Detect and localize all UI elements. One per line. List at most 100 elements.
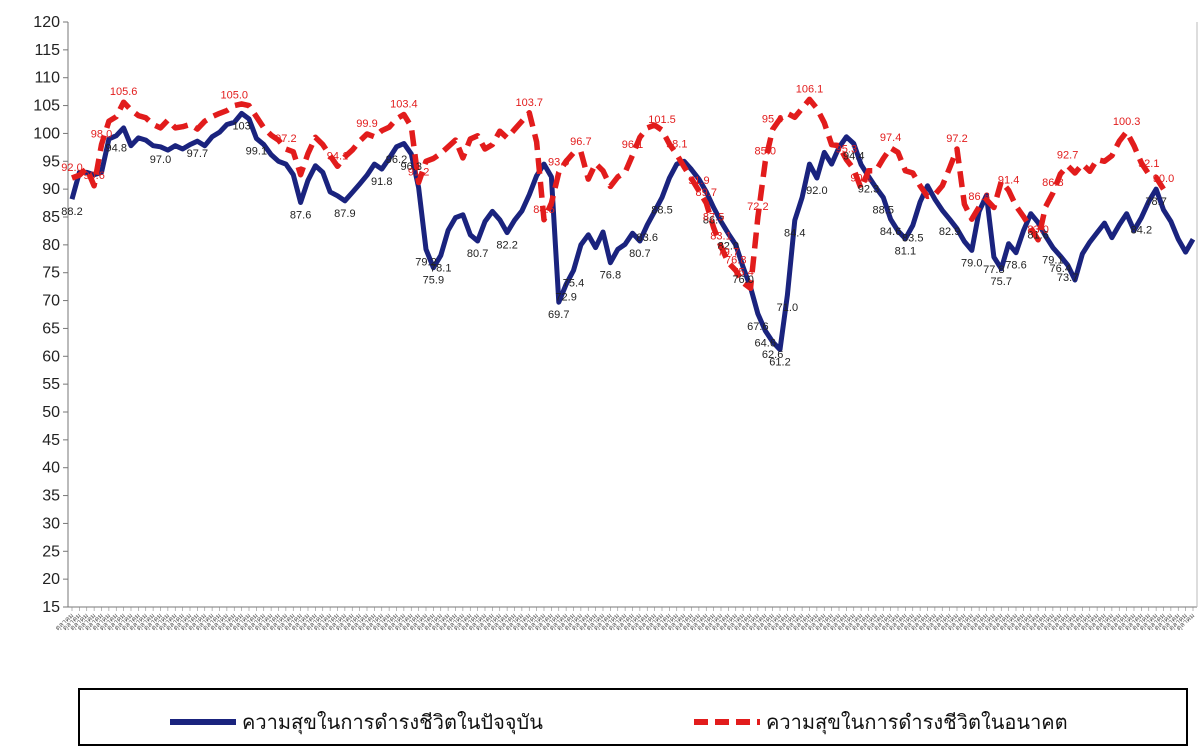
data-label: 95.0 — [762, 114, 783, 126]
data-label: 82.9 — [939, 226, 960, 238]
data-label: 106.1 — [796, 83, 824, 95]
data-label: 97.2 — [946, 133, 967, 145]
data-label: 83.0 — [1027, 224, 1048, 236]
y-tick-label: 75 — [42, 265, 60, 282]
data-label: 71.0 — [777, 302, 798, 314]
data-label: 89.7 — [696, 187, 717, 199]
data-label: 105.0 — [220, 90, 248, 102]
data-label: 87.6 — [290, 210, 311, 222]
data-label: 88.2 — [61, 206, 82, 218]
y-tick-label: 80 — [42, 237, 60, 254]
data-label: 87.5 — [703, 212, 724, 224]
data-label: 64.6 — [755, 338, 776, 350]
data-label: 97.0 — [150, 154, 171, 166]
data-label: 94.8 — [106, 143, 127, 155]
data-label: 94.1 — [327, 150, 348, 162]
data-label: 87.9 — [334, 208, 355, 220]
data-label: 94.4 — [843, 150, 864, 162]
data-label: 69.7 — [548, 309, 569, 321]
data-label: 93.0 — [548, 156, 569, 168]
data-label: 84.2 — [1131, 225, 1152, 237]
data-label: 81.6 — [1027, 230, 1048, 242]
y-tick-label: 50 — [42, 404, 60, 421]
data-label: 75.9 — [423, 275, 444, 287]
y-tick-label: 90 — [42, 181, 60, 198]
y-tick-label: 110 — [34, 70, 60, 87]
data-label: 86.8 — [1042, 177, 1063, 189]
y-tick-label: 115 — [34, 42, 60, 59]
data-label: 97.7 — [187, 148, 208, 160]
data-label: 99.9 — [356, 118, 377, 130]
y-tick-label: 100 — [33, 125, 60, 142]
data-label: 84.5 — [533, 204, 554, 216]
data-label: 84.4 — [784, 227, 805, 239]
data-label: 97.4 — [880, 132, 901, 144]
data-label: 90.1 — [850, 173, 871, 185]
data-label: 75.4 — [732, 267, 753, 279]
y-tick-label: 15 — [42, 599, 60, 616]
data-label: 103.4 — [390, 98, 418, 110]
data-label: 103 — [232, 120, 250, 132]
data-label: 98.0 — [91, 129, 112, 141]
data-label: 88.5 — [651, 205, 672, 217]
data-label: 91.8 — [371, 176, 392, 188]
data-label: 90.6 — [83, 170, 104, 182]
y-tick-label: 120 — [33, 14, 60, 31]
data-label: 96.3 — [401, 161, 422, 173]
data-label: 62.6 — [762, 349, 783, 361]
y-tick-label: 105 — [33, 98, 60, 115]
data-label: 75.4 — [563, 277, 584, 289]
data-label: 72.9 — [555, 291, 576, 303]
data-label: 101.5 — [648, 114, 676, 126]
y-tick-label: 85 — [42, 209, 60, 226]
data-label: 79.7 — [718, 247, 739, 259]
data-label: 78.1 — [430, 262, 451, 274]
y-tick-label: 45 — [42, 432, 60, 449]
data-label: 72.2 — [747, 201, 768, 213]
y-tick-label: 20 — [42, 571, 60, 588]
data-label: 83.5 — [902, 232, 923, 244]
data-label: 84.6 — [880, 226, 901, 238]
data-label: 75.7 — [991, 276, 1012, 288]
data-label: 82.0 — [718, 241, 739, 253]
data-label: 92.0 — [806, 185, 827, 197]
y-tick-label: 25 — [42, 543, 60, 560]
data-label: 80.7 — [467, 248, 488, 260]
data-label: 91.4 — [998, 174, 1019, 186]
data-label: 86.7 — [703, 215, 724, 227]
data-label: 67.6 — [747, 321, 768, 333]
x-axis: ตุลาคมตุลาคมตุลาคมตุลาคมตุลาคมตุลาคมตุลา… — [54, 22, 1198, 632]
data-label: 79.2 — [415, 256, 436, 268]
y-tick-label: 30 — [42, 515, 60, 532]
data-label: 85.0 — [755, 145, 776, 157]
data-label: 100.3 — [1113, 116, 1141, 128]
data-label: 77.8 — [983, 264, 1004, 276]
data-label: 83.1 — [710, 231, 731, 243]
data-label: 105.6 — [110, 86, 138, 98]
legend-swatch-current — [170, 719, 236, 725]
legend-swatch-future — [694, 719, 760, 725]
legend-label-future: ความสุขในการดำรงชีวิตในอนาคต — [766, 710, 1068, 734]
y-tick-label: 65 — [42, 320, 60, 337]
data-label: 97.2 — [275, 133, 296, 145]
y-tick-label: 95 — [42, 153, 60, 170]
data-label: 76.4 — [1050, 263, 1071, 275]
data-label: 91.2 — [408, 166, 429, 178]
data-label: 61.2 — [769, 357, 790, 369]
legend-label-current: ความสุขในการดำรงชีวิตในปัจจุบัน — [242, 710, 543, 734]
data-label: 80.7 — [629, 248, 650, 260]
data-label: 96.2 — [386, 154, 407, 166]
y-tick-label: 70 — [42, 293, 60, 310]
y-tick-label: 60 — [42, 348, 60, 365]
data-label: 79.0 — [961, 257, 982, 269]
data-label: 96.7 — [570, 136, 591, 148]
data-label: 76.8 — [600, 270, 621, 282]
data-label: 76.8 — [725, 254, 746, 266]
data-label: 92.7 — [1057, 150, 1078, 162]
series-future-line — [71, 96, 1166, 292]
y-tick-label: 55 — [42, 376, 60, 393]
data-label: 103.7 — [515, 97, 543, 109]
data-label: 90.0 — [1153, 173, 1174, 185]
legend-item-future: ความสุขในการดำรงชีวิตในอนาคต — [692, 706, 1068, 738]
data-label: 98.1 — [666, 139, 687, 151]
